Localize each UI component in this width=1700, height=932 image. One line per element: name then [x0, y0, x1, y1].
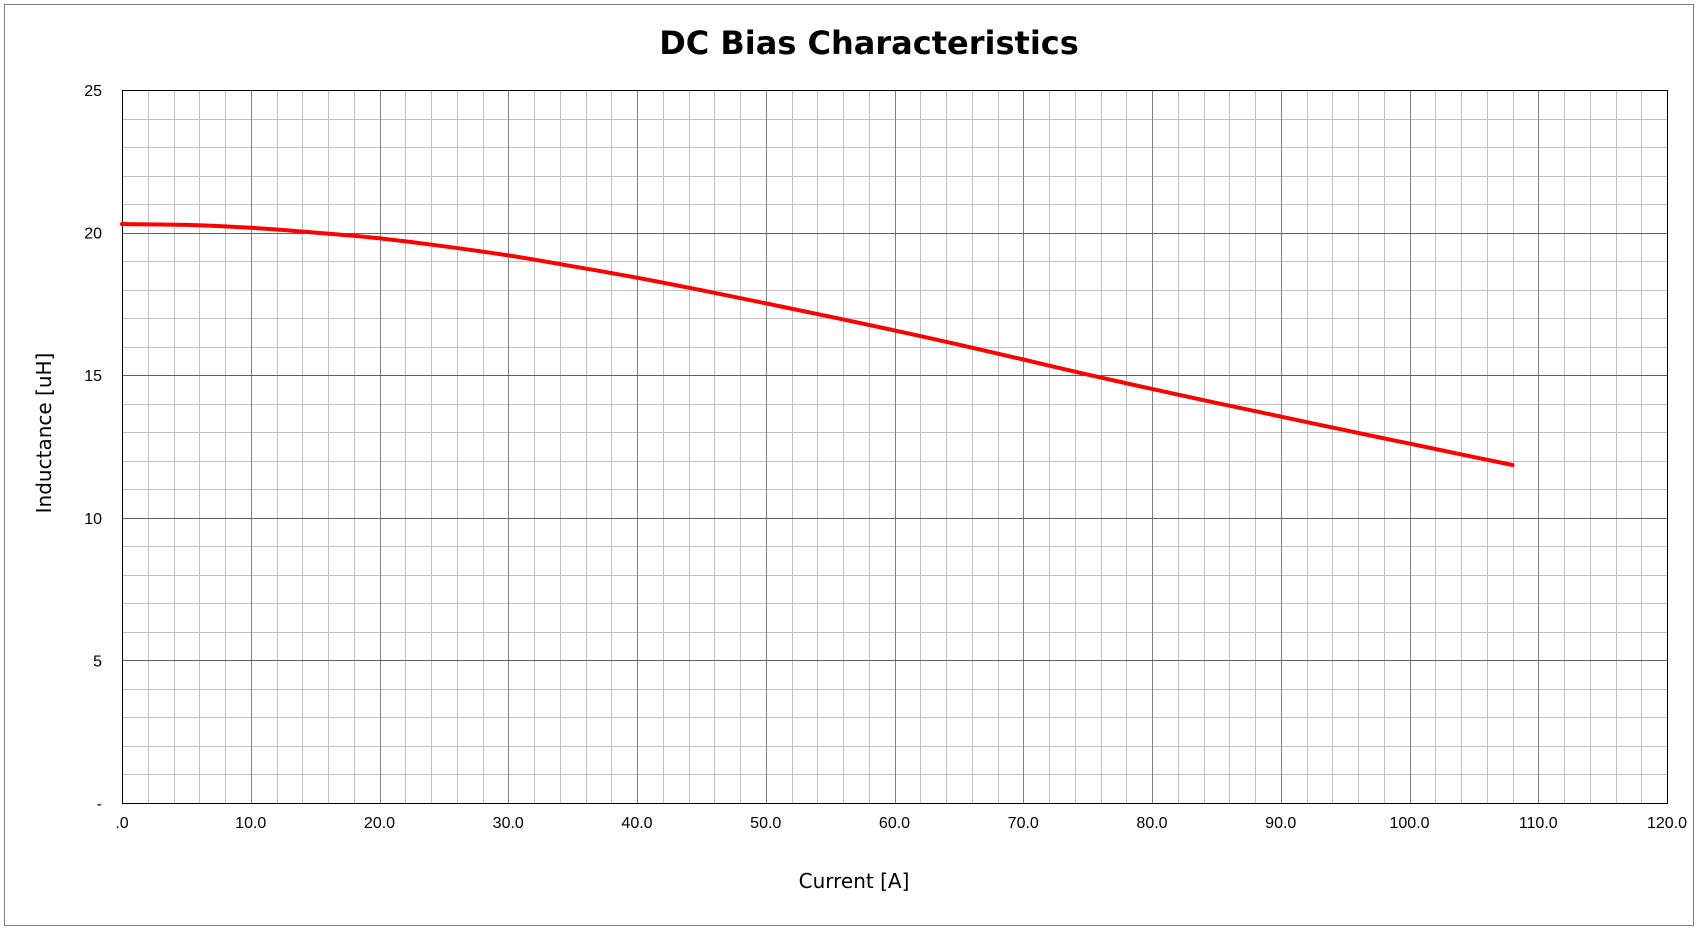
y-tick-label: 15: [84, 368, 102, 385]
y-tick-label: 10: [84, 511, 102, 528]
y-axis-title: Inductance [uH]: [32, 353, 56, 514]
x-tick-label: .0: [115, 815, 128, 832]
minor-grid: [122, 90, 1668, 804]
x-tick-label: 110.0: [1519, 815, 1558, 832]
x-tick-label: 60.0: [879, 815, 910, 832]
x-tick-labels: .0 10.0 20.0 30.0 40.0 50.0 60.0 70.0 80.0 90.0 10…: [115, 815, 1687, 832]
x-tick-label: 50.0: [750, 815, 781, 832]
plot-area-border: [122, 90, 1668, 804]
chart-frame: [4, 4, 1694, 926]
y-tick-label: 20: [84, 226, 102, 243]
x-tick-label: 70.0: [1008, 815, 1039, 832]
x-tick-label: 10.0: [235, 815, 266, 832]
x-tick-label: 20.0: [364, 815, 395, 832]
x-tick-label: 40.0: [621, 815, 652, 832]
y-tick-label: 25: [84, 83, 102, 100]
y-tick-labels: - 5 10 15 20 25: [84, 83, 102, 813]
x-tick-label: 120.0: [1647, 815, 1687, 832]
y-tick-label: -: [97, 796, 102, 813]
chart-title: DC Bias Characteristics: [659, 24, 1079, 62]
x-tick-label: 90.0: [1265, 815, 1296, 832]
x-tick-label: 100.0: [1389, 815, 1429, 832]
x-tick-label: 80.0: [1136, 815, 1167, 832]
inductance-series-line: [120, 222, 1515, 467]
x-tick-label: 30.0: [493, 815, 524, 832]
x-axis-title: Current [A]: [799, 869, 910, 893]
y-tick-label: 5: [93, 653, 102, 670]
